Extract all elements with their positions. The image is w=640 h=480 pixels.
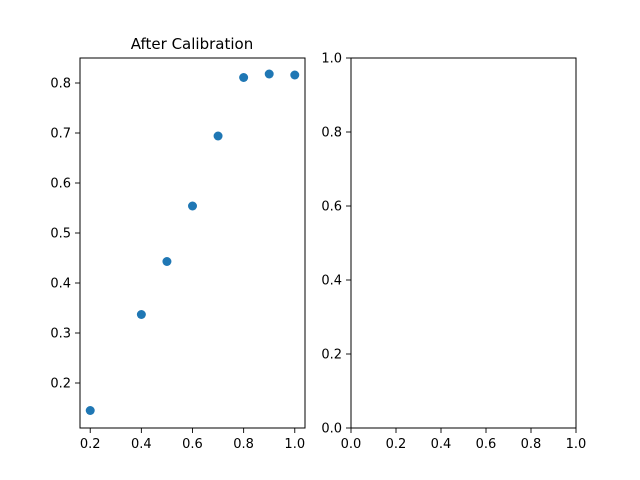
left-y-tick-label: 0.3: [50, 327, 71, 342]
left-x-tick-label: 1.0: [284, 437, 305, 452]
right-x-tick-label: 0.2: [386, 437, 407, 452]
left-y-tick-label: 0.5: [50, 227, 71, 242]
right-axes: 0.0 0.2 0.4 0.6 0.8 1.0 0.0 0.2 0.4 0.6 0.8 1.0: [321, 52, 586, 453]
left-axes-frame: [79, 57, 306, 429]
right-y-tick-label: 0.8: [321, 126, 342, 141]
left-data-point: [85, 406, 95, 415]
left-data-point: [162, 257, 172, 266]
left-y-tick-label: 0.6: [50, 177, 71, 192]
right-x-tick-label: 0.4: [431, 437, 452, 452]
left-y-tick-label: 0.2: [50, 377, 71, 392]
left-data-point: [136, 310, 146, 319]
right-y-tick-label: 1.0: [321, 52, 342, 67]
left-axes-title: After Calibration: [131, 35, 253, 53]
left-x-tick-label: 0.6: [182, 437, 203, 452]
left-x-tick-label: 0.4: [131, 437, 152, 452]
left-y-tick-label: 0.4: [50, 277, 71, 292]
right-axes-frame: [350, 57, 577, 429]
right-x-tick-label: 0.8: [521, 437, 542, 452]
left-data-point: [264, 69, 274, 79]
left-x-tick-label: 0.2: [80, 437, 101, 452]
left-axes: After Calibration 0.2 0.4 0.6 0.8 1.0 0.2 0.3 0…: [50, 35, 306, 452]
right-x-tick-label: 0.6: [476, 437, 497, 452]
left-y-tick-label: 0.8: [50, 77, 71, 92]
left-x-tick-label: 0.8: [233, 437, 254, 452]
right-y-tick-label: 0.4: [321, 274, 342, 289]
right-x-tick-label: 0.0: [341, 437, 362, 452]
right-x-tick-label: 1.0: [566, 437, 587, 452]
right-y-tick-label: 0.2: [321, 348, 342, 363]
left-data-point: [290, 70, 300, 80]
left-y-tick-label: 0.7: [50, 127, 71, 142]
left-data-point: [188, 201, 197, 211]
left-data-point: [239, 73, 249, 82]
left-data-point: [213, 131, 223, 141]
right-y-tick-label: 0.6: [321, 200, 342, 215]
right-y-tick-label: 0.0: [321, 422, 342, 437]
